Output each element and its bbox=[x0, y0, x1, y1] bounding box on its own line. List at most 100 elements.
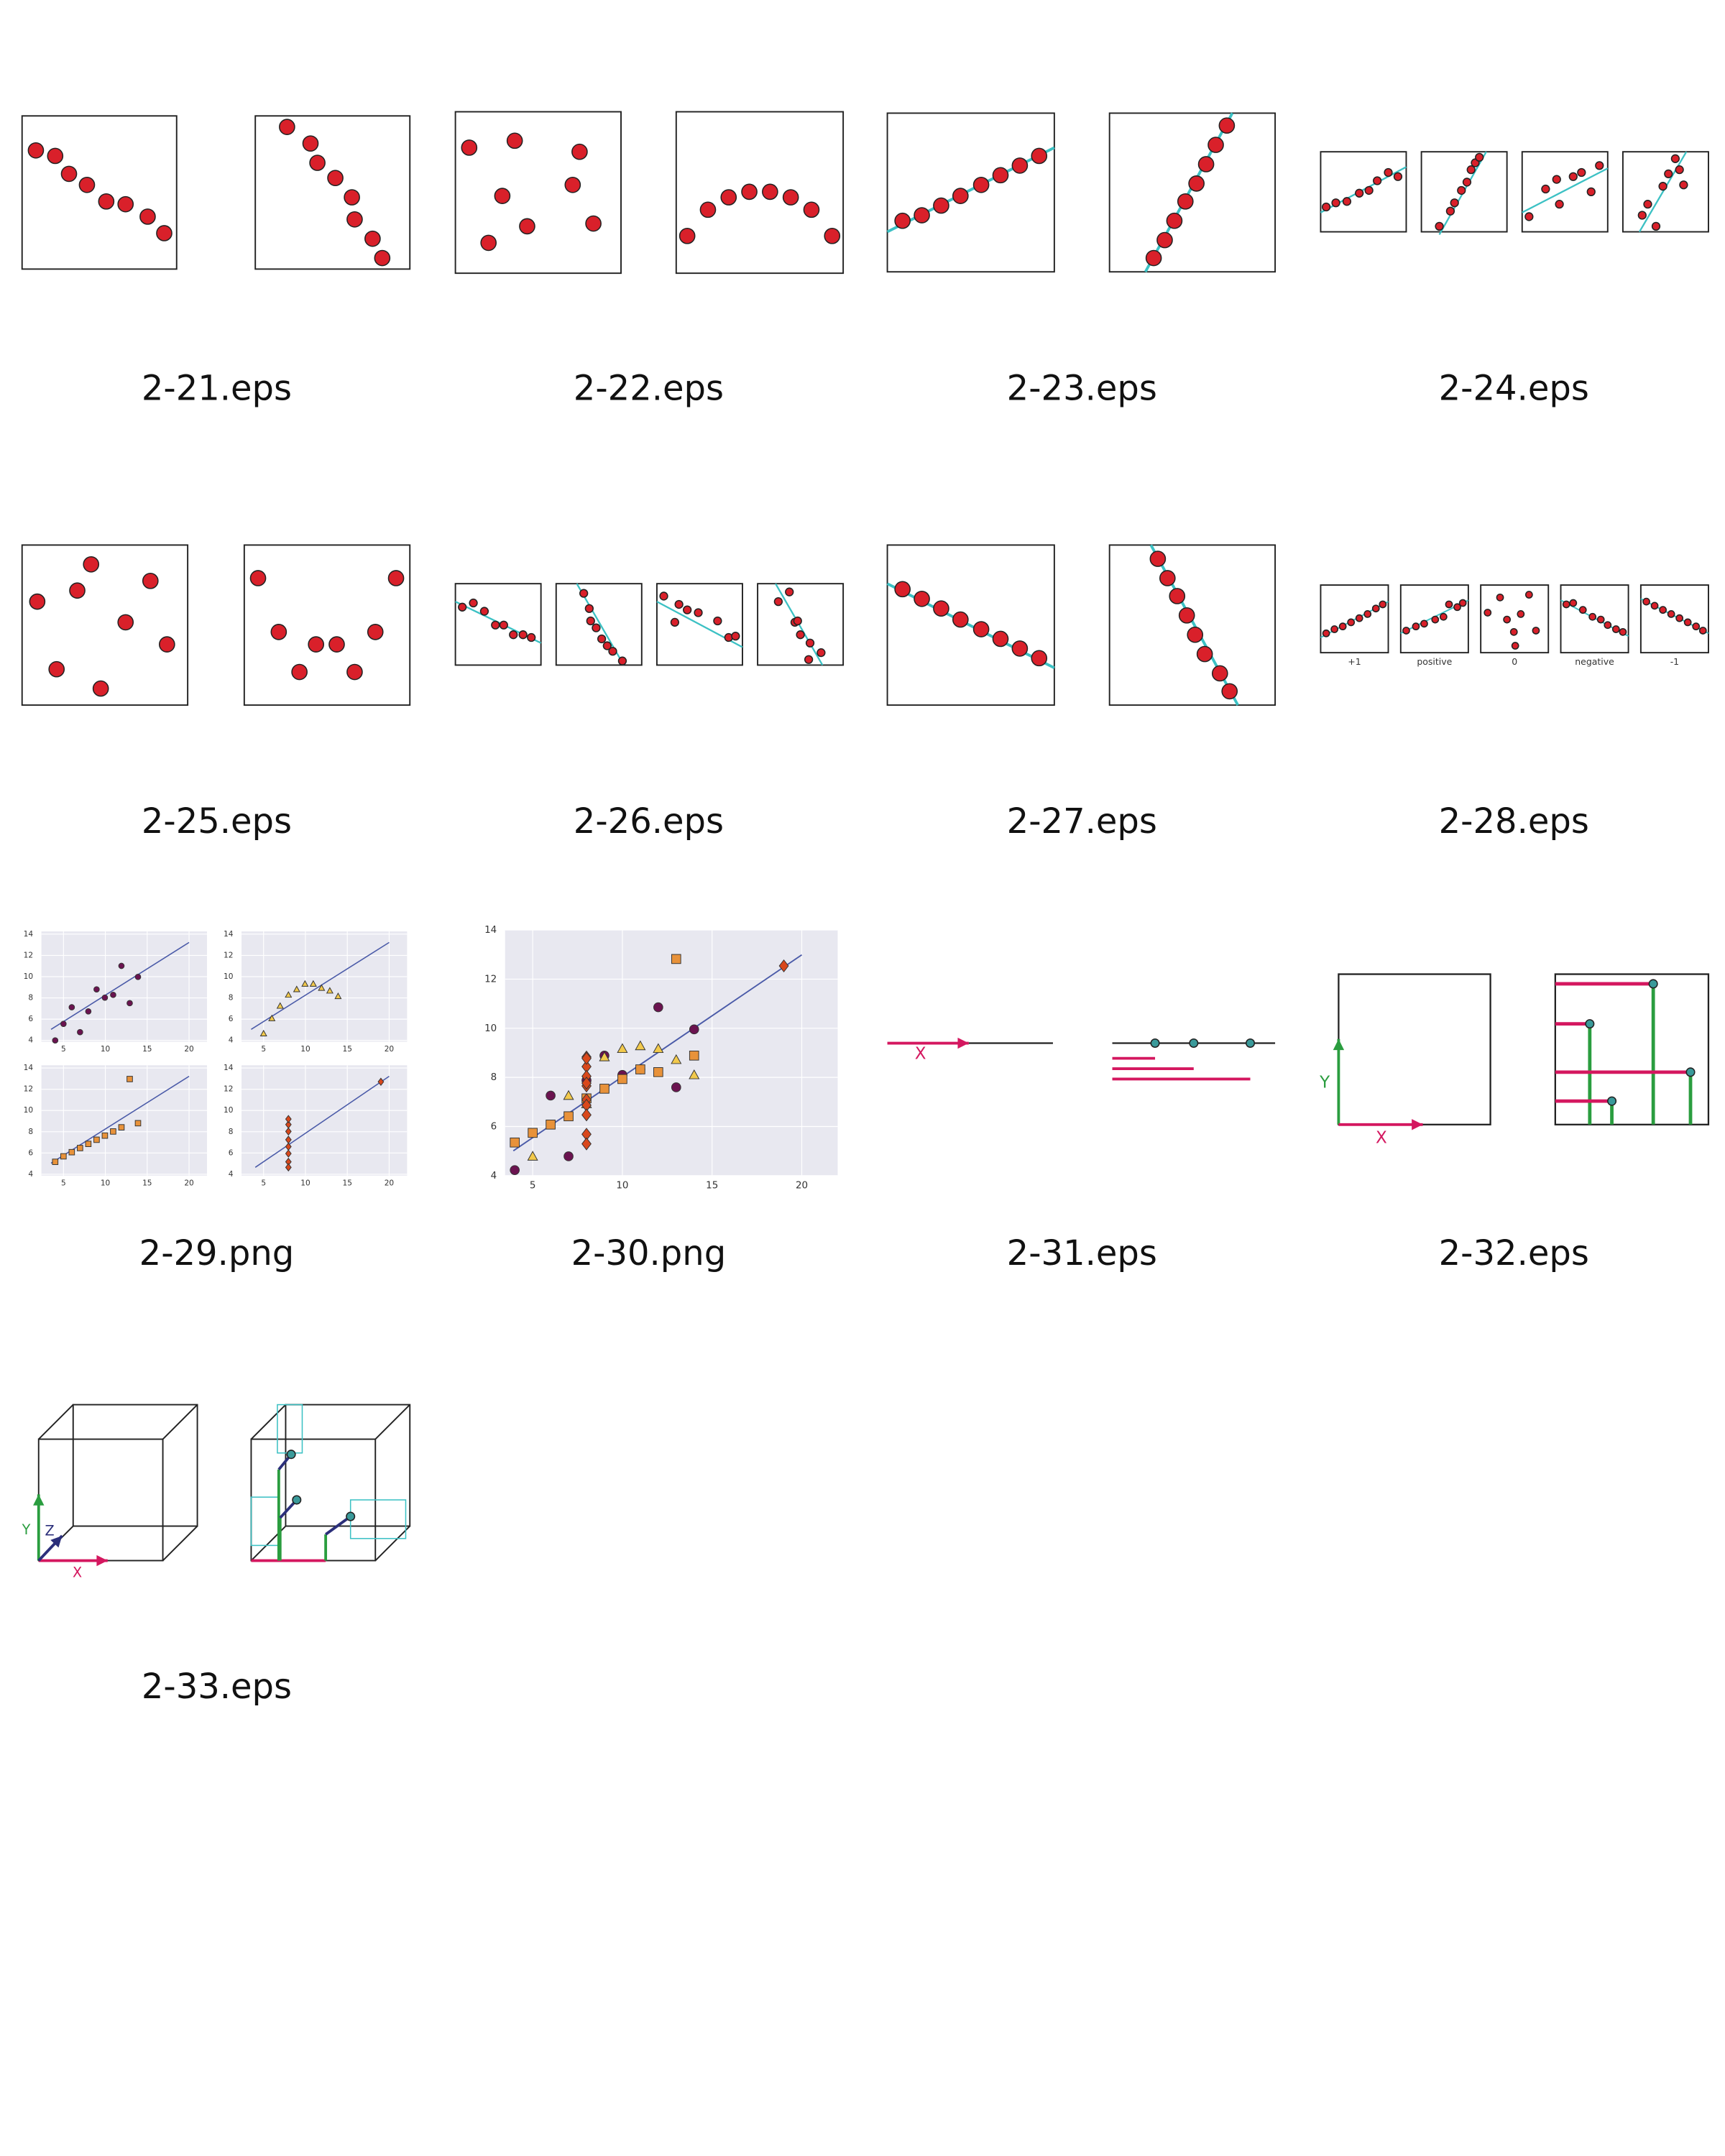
dot bbox=[1511, 642, 1519, 650]
thumb-frame bbox=[21, 544, 189, 706]
text: 6 bbox=[229, 1148, 234, 1157]
dot bbox=[1664, 169, 1673, 179]
dot bbox=[1011, 157, 1029, 174]
dot bbox=[1619, 627, 1627, 636]
text: 10 bbox=[300, 1045, 310, 1054]
dot bbox=[479, 607, 489, 616]
dot bbox=[1595, 161, 1604, 170]
point bbox=[118, 962, 125, 969]
text: 10 bbox=[224, 972, 234, 981]
dot bbox=[1364, 185, 1374, 195]
dot bbox=[796, 630, 805, 640]
dot bbox=[1208, 137, 1224, 153]
dot bbox=[1577, 167, 1586, 178]
point bbox=[653, 1043, 664, 1054]
dot bbox=[1462, 178, 1472, 187]
dot bbox=[1541, 184, 1550, 194]
file-item[interactable]: 2-23.eps bbox=[886, 112, 1276, 408]
point bbox=[285, 1127, 292, 1136]
file-item[interactable]: 2-29.png 14 12 10 8 6 4 5 10 15 20 14 12 10 8 6 4 5 10 15 20… bbox=[24, 930, 408, 1273]
point bbox=[309, 980, 317, 987]
arrow-head bbox=[1412, 1119, 1423, 1130]
dot bbox=[1342, 197, 1352, 206]
dot bbox=[597, 634, 607, 644]
file-item[interactable]: 2-31.eps X bbox=[887, 1037, 1276, 1273]
line bbox=[250, 1404, 287, 1440]
line bbox=[38, 1404, 74, 1440]
text: 5 bbox=[261, 1045, 266, 1054]
file-item[interactable]: 2-22.eps bbox=[454, 111, 845, 409]
dot bbox=[1439, 612, 1448, 621]
text: 15 bbox=[706, 1180, 718, 1191]
point bbox=[93, 986, 100, 992]
file-item[interactable]: 2-33.eps Y Z X bbox=[22, 1404, 411, 1708]
dot bbox=[1524, 212, 1534, 221]
dot bbox=[1611, 625, 1620, 633]
dot bbox=[491, 620, 500, 630]
dot bbox=[327, 170, 344, 187]
plot-bg bbox=[505, 930, 838, 1176]
text: +1 bbox=[1348, 656, 1361, 667]
dot bbox=[1379, 600, 1387, 609]
dot bbox=[1338, 622, 1347, 631]
text: 0 bbox=[1512, 656, 1517, 667]
file-item[interactable]: 2-25.eps bbox=[21, 544, 411, 842]
dot bbox=[469, 598, 478, 608]
arrow-head bbox=[96, 1554, 108, 1567]
dot bbox=[1503, 615, 1512, 624]
text: Z bbox=[45, 1523, 55, 1539]
thumb-frame bbox=[1639, 584, 1709, 654]
text: 10 bbox=[101, 1045, 111, 1054]
dot bbox=[1197, 156, 1215, 172]
dot bbox=[158, 636, 175, 653]
text: 2-25.eps bbox=[142, 801, 292, 842]
file-item[interactable]: 2-24.eps bbox=[1320, 151, 1709, 408]
dot bbox=[1568, 172, 1578, 181]
dot bbox=[1659, 606, 1667, 614]
file-item[interactable]: 2-21.eps bbox=[21, 115, 411, 408]
thumb-frame bbox=[757, 583, 845, 666]
plot-bg bbox=[41, 931, 207, 1042]
point bbox=[689, 1050, 699, 1061]
dot bbox=[1450, 198, 1459, 208]
text: 2-21.eps bbox=[142, 368, 292, 408]
line bbox=[374, 1525, 410, 1562]
dot bbox=[60, 165, 78, 183]
file-item[interactable]: 2-28.eps +1 positive 0 negative -1 bbox=[1320, 584, 1709, 842]
text: 2-26.eps bbox=[574, 801, 724, 842]
file-item[interactable]: 2-30.png 14 12 10 8 6 4 5 10 15 20 bbox=[484, 925, 838, 1273]
dot bbox=[1156, 231, 1173, 249]
point bbox=[689, 1069, 700, 1079]
file-item[interactable]: 2-27.eps bbox=[886, 544, 1276, 842]
dot bbox=[367, 624, 384, 640]
text: 10 bbox=[24, 1106, 34, 1115]
dot bbox=[117, 195, 134, 213]
thumb-frame bbox=[254, 115, 411, 270]
dot bbox=[1384, 167, 1393, 178]
text: 15 bbox=[142, 1179, 152, 1187]
file-item[interactable]: 2-32.eps Y X bbox=[1319, 973, 1710, 1274]
dot bbox=[1650, 602, 1659, 610]
point bbox=[326, 987, 334, 994]
text: X bbox=[73, 1564, 82, 1580]
file-item[interactable]: 2-26.eps bbox=[454, 583, 845, 842]
point bbox=[617, 1043, 628, 1054]
line bbox=[1638, 151, 1688, 233]
dot bbox=[1586, 187, 1596, 197]
point bbox=[134, 974, 142, 980]
dot bbox=[670, 617, 680, 627]
line bbox=[374, 1404, 410, 1440]
point bbox=[118, 1124, 125, 1130]
point bbox=[581, 1077, 592, 1090]
text: positive bbox=[1417, 656, 1452, 667]
point bbox=[510, 1137, 520, 1148]
thumb-frame bbox=[555, 583, 643, 666]
dot bbox=[494, 188, 511, 204]
dot bbox=[592, 623, 601, 632]
dot bbox=[1475, 152, 1484, 162]
dot bbox=[499, 620, 508, 630]
dot bbox=[1355, 614, 1363, 622]
text: 10 bbox=[101, 1179, 111, 1187]
text: 2-32.eps bbox=[1439, 1233, 1589, 1273]
point bbox=[581, 1137, 592, 1151]
